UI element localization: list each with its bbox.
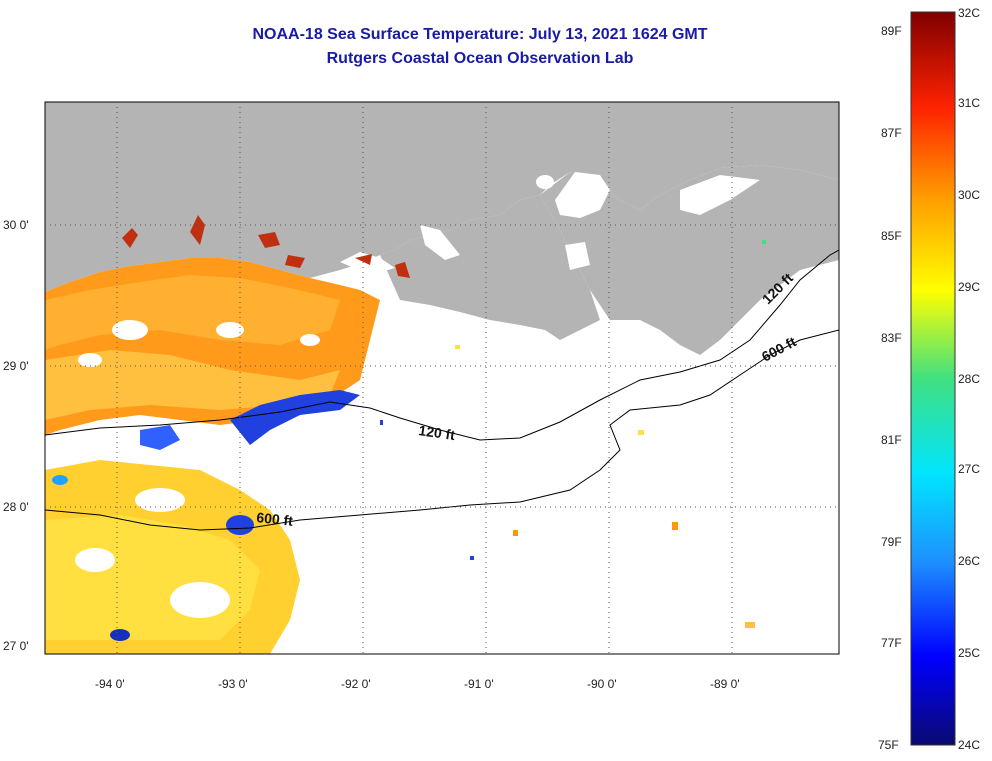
lat-label-29: 29 0' xyxy=(3,359,29,373)
cb-c-28: 28C xyxy=(958,372,981,386)
cb-f-77: 77F xyxy=(881,636,902,650)
colorbar xyxy=(910,11,956,746)
cb-c-27: 27C xyxy=(958,462,981,476)
cb-c-31: 31C xyxy=(958,96,981,110)
lat-label-27: 27 0' xyxy=(3,639,29,653)
lon-label-91: -91 0' xyxy=(464,677,494,691)
lat-label-28: 28 0' xyxy=(3,500,29,514)
delta-land xyxy=(540,165,839,355)
cb-f-81: 81F xyxy=(881,433,902,447)
cb-f-87: 87F xyxy=(881,126,902,140)
grid-lines xyxy=(45,102,839,654)
plot-frame xyxy=(44,101,840,655)
lon-label-93: -93 0' xyxy=(218,677,248,691)
contour-label-120ft-a: 120 ft xyxy=(418,422,457,443)
longitude-labels: -94 0' -93 0' -92 0' -91 0' -90 0' -89 0… xyxy=(95,677,740,691)
cb-f-79: 79F xyxy=(881,535,902,549)
lon-label-90: -90 0' xyxy=(587,677,617,691)
land-mass xyxy=(45,102,839,292)
lon-label-89: -89 0' xyxy=(710,677,740,691)
cb-f-89: 89F xyxy=(881,24,902,38)
latitude-labels: 30 0' 29 0' 28 0' 27 0' xyxy=(3,218,29,653)
cb-c-25: 25C xyxy=(958,646,981,660)
cb-c-30: 30C xyxy=(958,188,981,202)
contour-label-600ft-b: 600 ft xyxy=(759,333,799,364)
lon-label-94: -94 0' xyxy=(95,677,125,691)
cb-f-75: 75F xyxy=(878,738,899,752)
cb-c-24: 24C xyxy=(958,738,981,752)
title-line-2: Rutgers Coastal Ocean Observation Lab xyxy=(326,50,634,67)
cb-f-83: 83F xyxy=(881,331,902,345)
contour-label-600ft-a: 600 ft xyxy=(256,509,294,529)
cb-f-85: 85F xyxy=(881,229,902,243)
lat-label-30: 30 0' xyxy=(3,218,29,232)
title-line-1: NOAA-18 Sea Surface Temperature: July 13… xyxy=(252,26,708,43)
cb-c-26: 26C xyxy=(958,554,981,568)
cb-c-29: 29C xyxy=(958,280,981,294)
cb-c-32: 32C xyxy=(958,6,981,20)
lon-label-92: -92 0' xyxy=(341,677,371,691)
